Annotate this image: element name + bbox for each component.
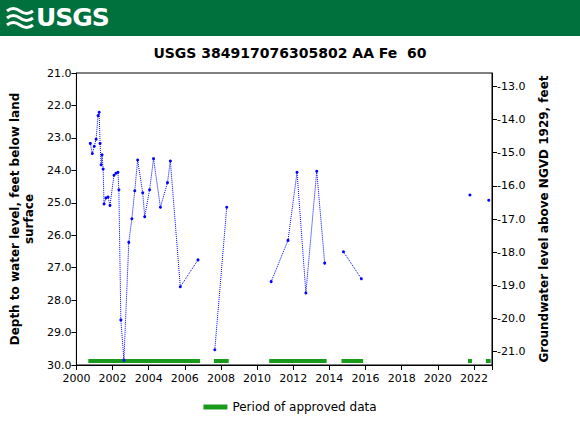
svg-text:25.0: 25.0 [47, 196, 72, 209]
svg-text:-20.0: -20.0 [497, 312, 525, 325]
svg-text:2020: 2020 [424, 372, 452, 385]
svg-text:2006: 2006 [171, 372, 199, 385]
svg-text:30.0: 30.0 [47, 359, 72, 372]
svg-text:2004: 2004 [135, 372, 163, 385]
svg-text:28.0: 28.0 [47, 294, 72, 307]
svg-text:2016: 2016 [352, 372, 380, 385]
svg-text:27.0: 27.0 [47, 261, 72, 274]
svg-text:surface: surface [22, 194, 36, 244]
svg-text:-18.0: -18.0 [497, 246, 525, 259]
html-text:USGS: USGS [36, 3, 109, 32]
svg-text:24.0: 24.0 [47, 164, 72, 177]
svg-text:Period of approved data: Period of approved data [232, 400, 376, 414]
svg-text:-14.0: -14.0 [497, 113, 525, 126]
svg-text:2018: 2018 [388, 372, 416, 385]
svg-text:2014: 2014 [315, 372, 343, 385]
svg-text:26.0: 26.0 [47, 229, 72, 242]
svg-text:22.0: 22.0 [47, 99, 72, 112]
svg-text:-15.0: -15.0 [497, 146, 525, 159]
svg-text:USGS 384917076305802 AA Fe 60: USGS 384917076305802 AA Fe 60 [153, 45, 426, 61]
svg-text:-16.0: -16.0 [497, 179, 525, 192]
svg-text:29.0: 29.0 [47, 326, 72, 339]
svg-text:2010: 2010 [243, 372, 271, 385]
svg-text:2002: 2002 [99, 372, 127, 385]
svg-text:Depth to water level, feet bel: Depth to water level, feet below land [8, 93, 22, 346]
svg-text:2008: 2008 [207, 372, 235, 385]
svg-text:-13.0: -13.0 [497, 80, 525, 93]
svg-text:-17.0: -17.0 [497, 213, 525, 226]
svg-text:Groundwater level above NGVD 1: Groundwater level above NGVD 1929, feet [537, 75, 551, 362]
svg-text:21.0: 21.0 [47, 67, 72, 80]
svg-text:2012: 2012 [279, 372, 307, 385]
svg-text:2022: 2022 [460, 372, 488, 385]
svg-text:23.0: 23.0 [47, 131, 72, 144]
svg-text:-21.0: -21.0 [497, 345, 525, 358]
svg-text:2000: 2000 [62, 372, 90, 385]
svg-text:-19.0: -19.0 [497, 279, 525, 292]
